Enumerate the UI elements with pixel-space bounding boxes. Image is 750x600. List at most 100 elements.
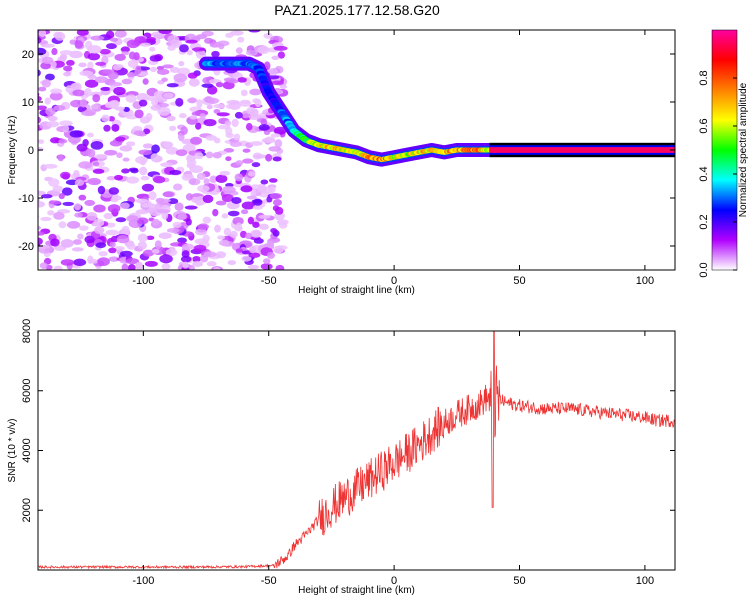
x-tick-label: 100: [636, 575, 654, 587]
colorbar-tick-label: 0.8: [698, 70, 710, 85]
noise-cell: [247, 171, 256, 177]
noise-cell: [240, 209, 249, 215]
noise-cell: [90, 35, 105, 41]
noise-cell: [227, 260, 237, 266]
noise-cell: [81, 110, 96, 117]
noise-cell: [76, 143, 88, 152]
noise-cell: [221, 193, 234, 203]
noise-cell: [258, 124, 270, 131]
noise-cell: [111, 124, 120, 132]
noise-cell: [272, 205, 280, 212]
noise-cell: [158, 30, 172, 35]
noise-cell: [41, 79, 52, 88]
noise-cell: [246, 195, 258, 200]
noise-cell: [262, 258, 271, 265]
noise-cell: [74, 203, 82, 211]
noise-cell: [176, 81, 186, 86]
noise-cell: [162, 92, 174, 99]
noise-cell: [58, 138, 68, 144]
noise-cell: [74, 212, 83, 218]
noise-cell: [77, 233, 84, 240]
noise-cell: [79, 225, 89, 231]
noise-cell: [235, 248, 244, 253]
noise-cell: [114, 106, 125, 111]
noise-cell: [47, 115, 58, 122]
noise-cell: [84, 199, 96, 206]
noise-cell: [215, 174, 228, 183]
y-tick-label: -20: [18, 241, 34, 253]
noise-cell: [190, 136, 203, 145]
noise-cell: [103, 212, 114, 220]
noise-cell: [197, 185, 210, 193]
noise-cell: [247, 264, 260, 270]
noise-cell: [246, 49, 258, 56]
noise-cell: [279, 84, 287, 90]
noise-cell: [186, 50, 193, 56]
noise-cell: [252, 204, 263, 210]
noise-cell: [44, 97, 51, 105]
noise-cell: [79, 98, 88, 108]
noise-cell: [99, 48, 111, 55]
noise-cell: [240, 185, 253, 193]
noise-cell: [257, 185, 268, 193]
noise-cell: [242, 148, 251, 153]
noise-cell: [157, 106, 171, 116]
noise-cell: [249, 245, 256, 254]
noise-cell: [226, 100, 240, 105]
noise-cell: [125, 94, 137, 103]
noise-cell: [38, 213, 39, 219]
noise-cell: [249, 88, 262, 96]
noise-cell: [119, 145, 133, 152]
noise-cell: [163, 141, 174, 148]
noise-cell: [169, 66, 180, 73]
noise-cell: [104, 149, 118, 156]
noise-cell: [62, 201, 75, 207]
noise-cell: [105, 229, 119, 236]
noise-cell: [93, 204, 106, 213]
noise-cell: [136, 93, 149, 102]
noise-cell: [87, 148, 96, 158]
noise-cell: [241, 201, 256, 210]
noise-cell: [38, 139, 41, 144]
noise-cell: [167, 35, 180, 45]
noise-cell: [166, 115, 176, 122]
noise-cell: [218, 43, 225, 50]
y-tick-label: 6000: [21, 379, 33, 403]
noise-cell: [166, 83, 179, 88]
noise-cell: [135, 156, 148, 164]
noise-cell: [195, 50, 207, 59]
noise-cell: [215, 251, 227, 259]
noise-cell: [94, 76, 109, 83]
noise-cell: [95, 61, 107, 66]
noise-cell: [245, 232, 252, 240]
noise-cell: [125, 141, 136, 147]
noise-cell: [159, 254, 173, 264]
noise-cell: [93, 218, 105, 227]
noise-cell: [108, 256, 120, 262]
noise-cell: [253, 238, 264, 244]
noise-cell: [235, 47, 243, 55]
noise-cell: [241, 255, 252, 262]
noise-cell: [146, 235, 155, 240]
noise-cell: [223, 148, 235, 153]
colorbar-label: Normalized spectral amplitude: [738, 82, 749, 217]
noise-cell: [139, 166, 148, 176]
noise-cell: [160, 162, 173, 168]
noise-cell: [225, 132, 234, 139]
noise-cell: [260, 263, 273, 270]
noise-cell: [186, 97, 198, 104]
noise-cell: [166, 227, 180, 233]
noise-cell: [215, 81, 224, 88]
noise-cell: [195, 122, 202, 130]
noise-cell: [213, 266, 221, 270]
noise-cell: [272, 199, 282, 206]
noise-cell: [195, 200, 204, 206]
noise-cell: [110, 197, 119, 203]
noise-cell: [92, 94, 101, 103]
noise-cell: [177, 213, 187, 220]
noise-cell: [87, 177, 102, 186]
noise-cell: [196, 172, 206, 180]
noise-cell: [50, 238, 60, 247]
noise-cell: [149, 55, 162, 62]
noise-cell: [165, 248, 178, 257]
